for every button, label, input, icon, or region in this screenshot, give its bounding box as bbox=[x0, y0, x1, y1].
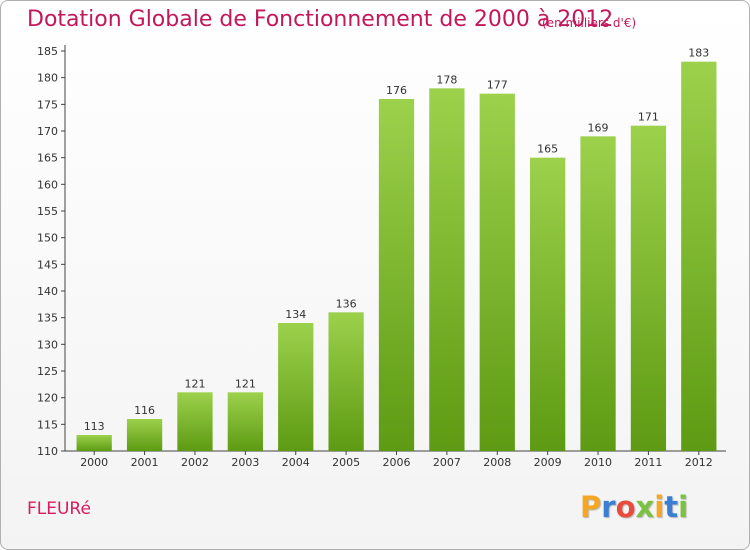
x-tick-label-2001: 2001 bbox=[131, 456, 159, 469]
bar-2000 bbox=[76, 435, 112, 451]
data-label-2011: 171 bbox=[638, 111, 659, 124]
x-tick-label-2007: 2007 bbox=[433, 456, 461, 469]
data-labels: 113 116 121 121 134 136 176 178 177 165 169 171 183 bbox=[84, 47, 710, 433]
x-tick-label-2010: 2010 bbox=[584, 456, 612, 469]
chart-unit-label: (en milliers d'€) bbox=[542, 16, 637, 30]
bar-2007 bbox=[429, 88, 465, 451]
logo-letter: t bbox=[664, 490, 679, 524]
data-label-2006: 176 bbox=[386, 84, 407, 97]
y-tick-label: 165 bbox=[37, 152, 58, 165]
y-tick-label: 175 bbox=[37, 98, 58, 111]
y-tick-label: 150 bbox=[37, 232, 58, 245]
y-tick-label: 130 bbox=[37, 338, 58, 351]
bar-2010 bbox=[580, 136, 616, 452]
bar-2002 bbox=[177, 392, 213, 451]
x-tick-label-2000: 2000 bbox=[80, 456, 108, 469]
bar-2009 bbox=[530, 157, 566, 451]
data-label-2002: 121 bbox=[184, 377, 205, 390]
bar-2005 bbox=[328, 312, 364, 451]
x-tick-label-2006: 2006 bbox=[383, 456, 411, 469]
data-label-2009: 165 bbox=[537, 143, 558, 156]
data-label-2008: 177 bbox=[487, 79, 508, 92]
data-label-2010: 169 bbox=[588, 121, 609, 134]
logo-letter: x bbox=[635, 490, 655, 524]
bar-2008 bbox=[479, 93, 515, 452]
bar-2003 bbox=[227, 392, 263, 451]
bars bbox=[76, 61, 717, 452]
logo-letter: P bbox=[580, 490, 602, 524]
data-label-2005: 136 bbox=[336, 297, 357, 310]
y-tick-label: 185 bbox=[37, 45, 58, 58]
data-label-2000: 113 bbox=[84, 420, 105, 433]
y-tick-label: 115 bbox=[37, 418, 58, 431]
x-tick-label-2009: 2009 bbox=[534, 456, 562, 469]
data-label-2001: 116 bbox=[134, 404, 155, 417]
proxiti-logo: Proxiti bbox=[580, 490, 688, 524]
y-tick-label: 160 bbox=[37, 178, 58, 191]
logo-letter: i bbox=[678, 490, 689, 524]
chart-title: Dotation Globale de Fonctionnement de 20… bbox=[27, 7, 614, 32]
logo-letter: i bbox=[654, 490, 665, 524]
x-tick-label-2012: 2012 bbox=[685, 456, 713, 469]
bar-2011 bbox=[630, 125, 667, 452]
city-name: FLEURé bbox=[27, 499, 91, 519]
y-tick-label: 110 bbox=[37, 445, 58, 458]
logo-letter: o bbox=[615, 490, 636, 524]
y-tick-label: 170 bbox=[37, 125, 58, 138]
data-label-2004: 134 bbox=[285, 308, 306, 321]
x-tick-label-2005: 2005 bbox=[332, 456, 360, 469]
bar-2004 bbox=[278, 323, 314, 451]
x-tick-label-2004: 2004 bbox=[282, 456, 310, 469]
y-tick-label: 180 bbox=[37, 72, 58, 85]
y-tick-label: 135 bbox=[37, 312, 58, 325]
y-tick-label: 145 bbox=[37, 258, 58, 271]
bar-2006 bbox=[378, 99, 415, 451]
data-label-2012: 183 bbox=[688, 47, 709, 60]
y-tick-label: 140 bbox=[37, 285, 58, 298]
x-tick-label-2011: 2011 bbox=[634, 456, 662, 469]
y-tick-label: 155 bbox=[37, 205, 58, 218]
y-axis: 110 115 120 125 130 135 140 145 150 155 160 165 170 1… bbox=[37, 45, 66, 458]
bar-2001 bbox=[126, 419, 163, 451]
data-label-2003: 121 bbox=[235, 377, 256, 390]
x-tick-label-2003: 2003 bbox=[231, 456, 259, 469]
data-label-2007: 178 bbox=[436, 73, 457, 86]
y-tick-label: 120 bbox=[37, 392, 58, 405]
x-tick-label-2002: 2002 bbox=[181, 456, 209, 469]
bar-2012 bbox=[681, 61, 717, 452]
logo-letter: r bbox=[601, 490, 616, 524]
x-axis: 2000 2001 2002 2003 2004 2005 2006 2007 2008 2009… bbox=[65, 450, 726, 469]
y-tick-label: 125 bbox=[37, 365, 58, 378]
x-tick-label-2008: 2008 bbox=[483, 456, 511, 469]
